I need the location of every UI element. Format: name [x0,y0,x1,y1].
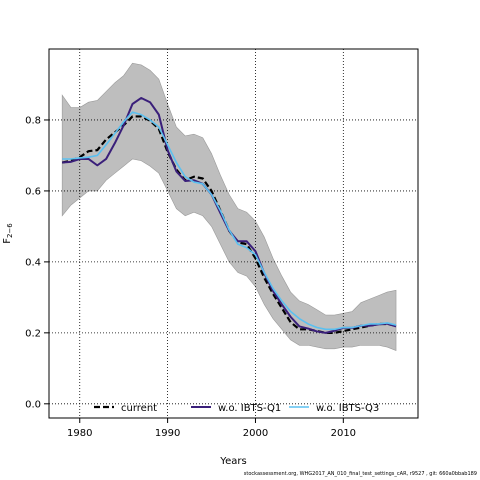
legend-label-1: current [121,403,157,414]
y-tick-label: 0.4 [25,257,41,268]
confidence-band [61,62,397,352]
series-layer [61,96,397,334]
y-tick-label: 0.8 [25,115,41,126]
x-tick-label: 1980 [67,428,92,439]
x-tick-label: 1990 [155,428,180,439]
y-axis-title-subscript: 2−6 [6,223,14,238]
series-line-3 [62,111,397,331]
x-tick-label: 2010 [331,428,356,439]
footer-provenance: stockassessment.org, WHG2017_AN_010_fina… [243,471,477,477]
x-tick-label: 2000 [243,428,268,439]
x-axis-title: Years [219,456,246,467]
y-axis-title-main: F [2,238,13,244]
legend-label-3: w.o. IBTS-Q3 [316,403,379,414]
legend: current w.o. IBTS-Q1 w.o. IBTS-Q3 [94,403,379,414]
y-axis-title: F2−6 [2,223,14,244]
axis-layer: 1980 1990 2000 2010 0.0 0.2 0.4 0.6 0.8 [25,115,356,439]
legend-label-2: w.o. IBTS-Q1 [218,403,281,414]
y-tick-label: 0.0 [25,399,41,410]
plot-frame [48,48,419,419]
y-tick-label: 0.6 [25,186,41,197]
y-tick-label: 0.2 [25,328,41,339]
confidence-band-layer [61,62,397,352]
